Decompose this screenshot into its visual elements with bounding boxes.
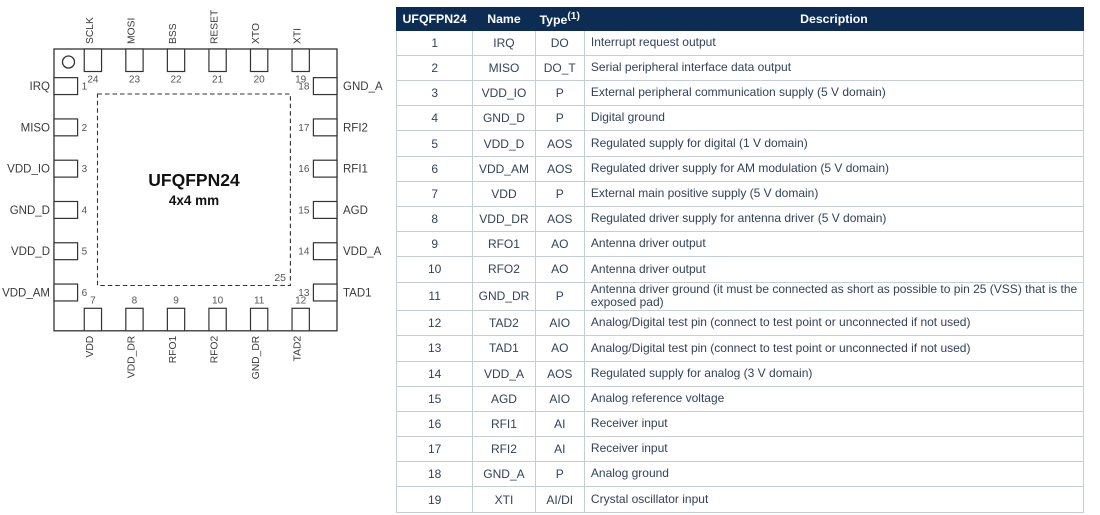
- svg-text:4x4 mm: 4x4 mm: [169, 193, 219, 208]
- svg-text:22: 22: [170, 75, 182, 86]
- svg-text:20: 20: [254, 75, 266, 86]
- svg-text:RFI1: RFI1: [343, 164, 368, 176]
- svg-text:IRQ: IRQ: [30, 81, 51, 93]
- svg-text:RFO1: RFO1: [168, 336, 179, 364]
- svg-text:VDD: VDD: [85, 336, 96, 358]
- svg-text:RFI2: RFI2: [343, 122, 368, 134]
- svg-text:1: 1: [82, 82, 88, 93]
- svg-text:AGD: AGD: [343, 205, 368, 217]
- svg-text:11: 11: [254, 295, 265, 306]
- svg-text:10: 10: [212, 295, 224, 306]
- svg-text:25: 25: [274, 272, 286, 284]
- svg-text:15: 15: [298, 205, 310, 216]
- svg-text:RFO2: RFO2: [210, 336, 221, 364]
- svg-text:VDD_AM: VDD_AM: [2, 288, 50, 300]
- svg-text:16: 16: [298, 164, 310, 175]
- svg-text:UFQFPN24: UFQFPN24: [148, 170, 240, 190]
- svg-text:RESET: RESET: [210, 9, 221, 44]
- svg-text:XTO: XTO: [251, 23, 262, 44]
- svg-text:MOSI: MOSI: [126, 18, 137, 44]
- svg-text:14: 14: [298, 247, 310, 258]
- svg-text:BSS: BSS: [168, 23, 179, 44]
- svg-text:XTI: XTI: [293, 28, 304, 44]
- svg-text:2: 2: [82, 123, 88, 134]
- svg-text:3: 3: [82, 164, 88, 175]
- svg-text:7: 7: [90, 295, 96, 306]
- svg-text:18: 18: [298, 82, 310, 93]
- svg-text:6: 6: [82, 288, 88, 299]
- svg-text:VDD_A: VDD_A: [343, 246, 382, 258]
- svg-text:5: 5: [82, 247, 88, 258]
- svg-text:24: 24: [87, 75, 99, 86]
- svg-text:23: 23: [129, 75, 141, 86]
- svg-text:4: 4: [82, 205, 88, 216]
- svg-text:MISO: MISO: [21, 122, 50, 134]
- svg-text:GND_D: GND_D: [10, 205, 50, 217]
- svg-text:SCLK: SCLK: [85, 17, 96, 44]
- svg-text:13: 13: [298, 288, 310, 299]
- svg-text:TAD2: TAD2: [293, 336, 304, 362]
- svg-text:VDD_D: VDD_D: [11, 246, 50, 258]
- svg-text:VDD_IO: VDD_IO: [7, 164, 50, 176]
- svg-text:8: 8: [132, 295, 138, 306]
- svg-text:TAD1: TAD1: [343, 288, 372, 300]
- svg-text:9: 9: [173, 295, 179, 306]
- svg-text:17: 17: [298, 123, 310, 134]
- svg-text:21: 21: [212, 75, 224, 86]
- svg-text:GND_A: GND_A: [343, 81, 383, 93]
- svg-text:GND_DR: GND_DR: [251, 336, 262, 379]
- svg-text:VDD_DR: VDD_DR: [126, 336, 137, 378]
